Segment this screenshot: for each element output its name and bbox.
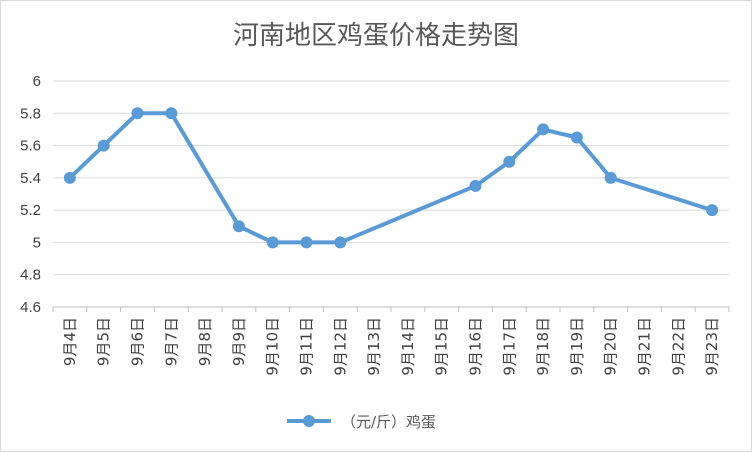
- x-tick-label: 9月7日: [162, 317, 180, 366]
- x-tick-label: 9月8日: [196, 317, 214, 366]
- y-tick-label: 5.4: [20, 170, 41, 187]
- x-tick-label: 9月10日: [264, 317, 282, 376]
- x-tick-label: 9月12日: [331, 317, 349, 376]
- x-tick-label: 9月5日: [95, 317, 113, 366]
- data-point: [131, 107, 144, 120]
- data-point: [63, 171, 76, 184]
- y-tick-label: 5.6: [20, 138, 41, 155]
- data-point: [232, 220, 245, 233]
- y-axis-ticks: 4.6 4.8 5 5.2 5.4 5.6 5.8 6: [20, 73, 41, 316]
- x-tick-label: 9月23日: [703, 317, 721, 376]
- x-tick-label: 9月16日: [467, 317, 485, 376]
- chart-title: 河南地区鸡蛋价格走势图: [233, 21, 519, 51]
- legend-label: （元/斤）鸡蛋: [341, 413, 436, 431]
- x-tick-label: 9月11日: [298, 317, 316, 376]
- legend-dot-marker: [303, 415, 315, 427]
- x-tick-label: 9月9日: [230, 317, 248, 366]
- y-tick-label: 6: [33, 73, 41, 90]
- x-tick-label: 9月6日: [129, 317, 147, 366]
- data-point: [97, 139, 110, 152]
- x-tick-label: 9月18日: [534, 317, 552, 376]
- x-tick-label: 9月21日: [636, 317, 654, 376]
- x-axis-ticks: 9月4日 9月5日 9月6日 9月7日 9月8日 9月9日 9月10日 9月11日 9月12日 9…: [52, 307, 730, 376]
- series-layer: [63, 107, 719, 249]
- legend: （元/斤）鸡蛋: [287, 413, 436, 431]
- y-tick-label: 5.2: [20, 202, 41, 219]
- y-tick-label: 4.8: [20, 267, 41, 284]
- data-point: [570, 131, 583, 144]
- data-point: [300, 236, 313, 249]
- x-tick-label: 9月20日: [602, 317, 620, 376]
- data-point: [706, 204, 719, 217]
- x-tick-label: 9月13日: [365, 317, 383, 376]
- data-point: [165, 107, 178, 120]
- data-point: [537, 123, 550, 136]
- y-tick-label: 5.8: [20, 105, 41, 122]
- data-point: [266, 236, 279, 249]
- data-point: [469, 179, 482, 192]
- x-tick-label: 9月15日: [433, 317, 451, 376]
- data-point: [334, 236, 347, 249]
- data-point: [604, 171, 617, 184]
- y-tick-label: 5: [33, 234, 41, 251]
- x-tick-label: 9月17日: [500, 317, 518, 376]
- data-point: [503, 155, 516, 168]
- x-tick-label: 9月22日: [669, 317, 687, 376]
- x-tick-label: 9月19日: [568, 317, 586, 376]
- x-tick-label: 9月4日: [61, 317, 79, 366]
- x-tick-label: 9月14日: [399, 317, 417, 376]
- y-tick-label: 4.6: [20, 299, 41, 316]
